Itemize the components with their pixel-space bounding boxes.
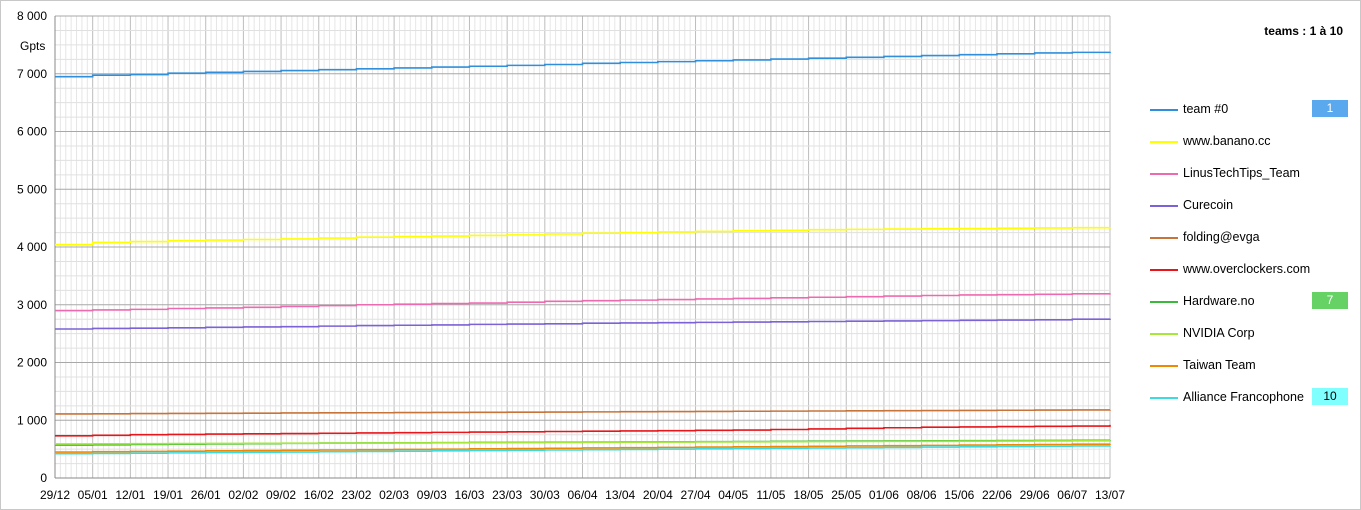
range-label: teams : 1 à 10 <box>1264 24 1343 38</box>
x-tick-label: 06/04 <box>567 488 597 502</box>
series-line-team-0 <box>55 51 1111 78</box>
legend-item: Alliance Francophone 10 <box>1150 382 1350 414</box>
x-tick-label: 19/01 <box>153 488 183 502</box>
y-tick-label: 4 000 <box>17 240 47 254</box>
x-tick-label: 29/06 <box>1020 488 1050 502</box>
legend-label: Curecoin <box>1183 198 1234 212</box>
x-tick-label: 16/03 <box>454 488 484 502</box>
x-tick-label: 22/06 <box>982 488 1012 502</box>
series-line-alliance-francophone <box>55 445 1111 455</box>
x-tick-label: 01/06 <box>869 488 899 502</box>
series-line-taiwan-team <box>55 443 1111 453</box>
y-tick-label: 7 000 <box>17 67 47 81</box>
x-tick-label: 30/03 <box>530 488 560 502</box>
y-tick-label: 1 000 <box>17 413 47 427</box>
legend-item: LinusTechTips_Team <box>1150 158 1350 190</box>
x-tick-label: 13/04 <box>605 488 635 502</box>
series-line-nvidia-corp <box>55 440 1111 445</box>
legend-swatch <box>1150 109 1178 111</box>
series-line-www-banano-cc <box>55 226 1111 246</box>
y-tick-label: 5 000 <box>17 182 47 196</box>
legend-swatch <box>1150 301 1178 303</box>
x-tick-label: 20/04 <box>643 488 673 502</box>
legend-swatch <box>1150 173 1178 175</box>
series-line-folding-evga <box>55 409 1111 415</box>
legend-label: NVIDIA Corp <box>1183 326 1255 340</box>
x-tick-label: 13/07 <box>1095 488 1125 502</box>
legend-swatch <box>1150 365 1178 367</box>
x-tick-label: 16/02 <box>304 488 334 502</box>
x-tick-label: 09/03 <box>417 488 447 502</box>
x-tick-label: 27/04 <box>681 488 711 502</box>
x-tick-label: 11/05 <box>756 488 785 502</box>
x-tick-label: 08/06 <box>907 488 937 502</box>
legend-swatch <box>1150 397 1178 399</box>
legend-swatch <box>1150 237 1178 239</box>
y-tick-label: 2 000 <box>17 356 47 370</box>
x-tick-label: 12/01 <box>115 488 145 502</box>
x-tick-label: 23/02 <box>341 488 371 502</box>
legend-rank-badge: 10 <box>1312 388 1348 405</box>
legend-item: Hardware.no 7 <box>1150 286 1350 318</box>
legend-label: team #0 <box>1183 102 1229 116</box>
legend-item: Curecoin <box>1150 190 1350 222</box>
x-tick-label: 15/06 <box>944 488 974 502</box>
y-tick-label: 0 <box>40 471 47 485</box>
legend-item: www.overclockers.com <box>1150 254 1350 286</box>
x-tick-label: 04/05 <box>718 488 748 502</box>
legend-swatch <box>1150 269 1178 271</box>
x-tick-label: 09/02 <box>266 488 296 502</box>
x-tick-label: 02/03 <box>379 488 409 502</box>
y-tick-label: 8 000 <box>17 9 47 23</box>
legend-swatch <box>1150 333 1178 335</box>
legend-label: www.banano.cc <box>1183 134 1271 148</box>
legend-item: NVIDIA Corp <box>1150 318 1350 350</box>
x-tick-label: 23/03 <box>492 488 522 502</box>
legend-swatch <box>1150 205 1178 207</box>
legend-item: www.banano.cc <box>1150 126 1350 158</box>
x-tick-label: 29/12 <box>40 488 70 502</box>
legend-item: team #0 1 <box>1150 94 1350 126</box>
series-line-www-overclockers-com <box>55 424 1111 437</box>
legend-label: LinusTechTips_Team <box>1183 166 1300 180</box>
series-line-curecoin <box>55 318 1111 330</box>
legend-label: www.overclockers.com <box>1183 262 1311 276</box>
legend-label: Alliance Francophone <box>1183 390 1304 404</box>
x-tick-label: 05/01 <box>78 488 108 502</box>
series-line-linustechtips-team <box>55 292 1111 312</box>
legend-rank-badge: 1 <box>1312 100 1348 117</box>
legend-item: Taiwan Team <box>1150 350 1350 382</box>
x-tick-label: 18/05 <box>794 488 824 502</box>
legend-item: folding@evga <box>1150 222 1350 254</box>
legend-label: folding@evga <box>1183 230 1260 244</box>
x-tick-label: 02/02 <box>228 488 258 502</box>
x-tick-label: 06/07 <box>1057 488 1087 502</box>
x-tick-label: 25/05 <box>831 488 861 502</box>
legend-label: Taiwan Team <box>1183 358 1256 372</box>
legend-label: Hardware.no <box>1183 294 1255 308</box>
y-axis-label: Gpts <box>20 39 45 53</box>
y-tick-label: 6 000 <box>17 125 47 139</box>
legend-rank-badge: 7 <box>1312 292 1348 309</box>
legend-swatch <box>1150 141 1178 143</box>
y-tick-label: 3 000 <box>17 298 47 312</box>
x-tick-label: 26/01 <box>191 488 221 502</box>
